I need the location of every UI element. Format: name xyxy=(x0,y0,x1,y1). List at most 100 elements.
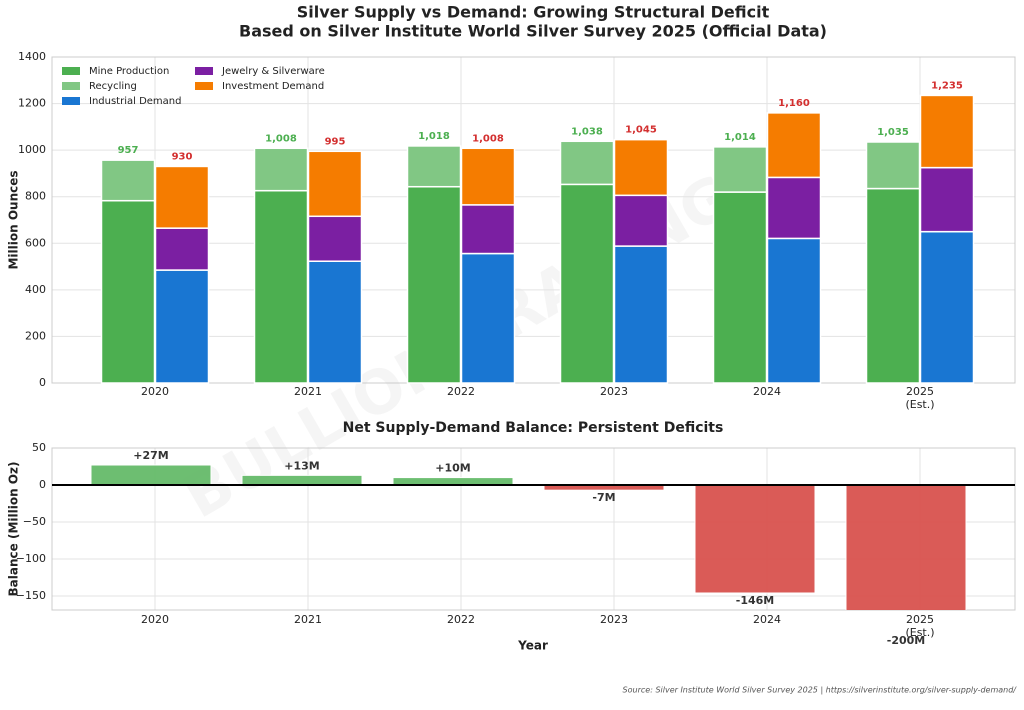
legend-swatch xyxy=(195,82,213,90)
legend: Mine Production Recycling Industrial Deman… xyxy=(62,66,325,107)
bar xyxy=(241,474,363,486)
x-tick-label: 2025 (Est.) xyxy=(905,613,934,639)
bar-segment xyxy=(253,147,309,192)
bar-segment xyxy=(865,187,921,384)
plot-frame xyxy=(51,447,1016,611)
y-axis-label: Million Ounces xyxy=(7,170,21,269)
x-tick-label: 2024 xyxy=(753,385,781,398)
legend-label: Investment Demand xyxy=(222,81,324,92)
total-label: 1,008 xyxy=(265,133,297,144)
y-tick-label: 0 xyxy=(39,478,46,491)
total-label: 957 xyxy=(118,145,139,156)
bar-segment xyxy=(460,147,516,206)
x-tick-label: 2021 xyxy=(294,613,322,626)
bar-segment xyxy=(154,165,210,229)
bar xyxy=(392,477,514,486)
x-tick-label: 2020 xyxy=(141,613,169,626)
x-tick-label: 2022 xyxy=(447,613,475,626)
x-tick-label: 2023 xyxy=(600,385,628,398)
y-tick-label: 400 xyxy=(25,283,46,296)
subplot-title: Net Supply-Demand Balance: Persistent De… xyxy=(343,420,724,436)
bar-segment xyxy=(460,252,516,384)
y-tick-label: −100 xyxy=(16,552,46,565)
total-label: 1,008 xyxy=(472,133,504,144)
x-tick-label: 2024 xyxy=(753,613,781,626)
bar-segment xyxy=(406,145,462,188)
bar-segment xyxy=(460,204,516,255)
bar-segment xyxy=(154,227,210,271)
y-axis-label: Balance (Million Oz) xyxy=(7,462,21,597)
bar-segment xyxy=(100,159,156,202)
bar-segment xyxy=(100,199,156,384)
bar-segment xyxy=(307,260,363,384)
total-label: 1,235 xyxy=(931,80,963,91)
value-label: -146M xyxy=(736,594,774,607)
bar-segment xyxy=(154,269,210,384)
x-tick-label: 2021 xyxy=(294,385,322,398)
y-tick-label: 1400 xyxy=(18,50,46,63)
legend-swatch xyxy=(62,82,80,90)
x-tick-label: 2020 xyxy=(141,385,169,398)
bar-segment xyxy=(613,245,669,384)
y-tick-label: −50 xyxy=(23,515,46,528)
y-tick-label: 800 xyxy=(25,190,46,203)
x-tick-label: 2023 xyxy=(600,613,628,626)
bar-segment xyxy=(919,94,975,169)
y-tick-label: 1200 xyxy=(18,97,46,110)
plot-frame xyxy=(51,56,1016,384)
value-label: -7M xyxy=(592,491,615,504)
y-tick-label: 600 xyxy=(25,236,46,249)
legend-label: Mine Production xyxy=(89,66,169,77)
bar xyxy=(845,484,967,610)
bar-segment xyxy=(307,215,363,262)
bar-segment xyxy=(559,183,615,384)
bar-segment xyxy=(865,141,921,190)
total-label: 930 xyxy=(172,151,193,162)
bar-segment xyxy=(712,146,768,193)
legend-label: Jewelry & Silverware xyxy=(221,66,325,77)
y-tick-label: −150 xyxy=(16,589,46,602)
legend-swatch xyxy=(62,97,80,105)
y-tick-label: 50 xyxy=(32,441,46,454)
y-tick-label: 1000 xyxy=(18,143,46,156)
total-label: 1,038 xyxy=(571,126,603,137)
legend-label: Industrial Demand xyxy=(89,96,182,107)
value-label: +27M xyxy=(133,449,168,462)
bar-segment xyxy=(253,189,309,384)
bar-segment xyxy=(919,166,975,233)
bar-segment xyxy=(406,185,462,384)
legend-label: Recycling xyxy=(89,81,137,92)
bar-segment xyxy=(307,150,363,218)
y-tick-label: 200 xyxy=(25,329,46,342)
bar-segment xyxy=(613,138,669,197)
bar xyxy=(694,484,816,594)
bar-segment xyxy=(766,112,822,179)
bar-segment xyxy=(766,237,822,384)
total-label: 1,018 xyxy=(418,131,450,142)
bar-segment xyxy=(919,230,975,384)
total-label: 995 xyxy=(325,136,346,147)
value-label: +13M xyxy=(284,459,319,472)
value-label: +10M xyxy=(435,462,470,475)
y-tick-label: 0 xyxy=(39,376,46,389)
total-label: 1,045 xyxy=(625,125,657,136)
bars xyxy=(90,464,967,610)
total-label: 1,014 xyxy=(724,132,756,143)
bar-segment xyxy=(613,194,669,247)
value-label: -200M xyxy=(887,634,925,647)
total-label: 1,035 xyxy=(877,127,909,138)
legend-swatch xyxy=(62,67,80,75)
bar-segment xyxy=(559,140,615,186)
bar-segment xyxy=(766,176,822,240)
x-tick-label: 2025 (Est.) xyxy=(905,385,934,411)
chart-title: Silver Supply vs Demand: Growing Structu… xyxy=(297,3,770,22)
bar-segment xyxy=(712,191,768,384)
x-axis-label: Year xyxy=(517,639,548,653)
legend-swatch xyxy=(195,67,213,75)
x-tick-label: 2022 xyxy=(447,385,475,398)
chart-subtitle: Based on Silver Institute World Silver S… xyxy=(239,22,827,41)
total-label: 1,160 xyxy=(778,98,810,109)
bar xyxy=(90,464,212,486)
source-note: Source: Silver Institute World Silver Su… xyxy=(623,686,1018,695)
